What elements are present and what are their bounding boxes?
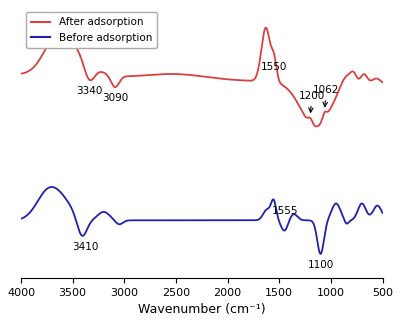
- Text: 3340: 3340: [76, 86, 102, 96]
- Text: 1100: 1100: [308, 260, 334, 270]
- X-axis label: Wavenumber (cm⁻¹): Wavenumber (cm⁻¹): [138, 303, 266, 316]
- Text: 1550: 1550: [260, 62, 287, 72]
- Text: 1200: 1200: [299, 91, 325, 112]
- Text: 3410: 3410: [72, 242, 98, 252]
- Text: 1062: 1062: [313, 85, 340, 107]
- Text: 3090: 3090: [102, 93, 128, 103]
- Legend: After adsorption, Before adsorption: After adsorption, Before adsorption: [26, 12, 157, 48]
- Text: 1555: 1555: [272, 206, 298, 216]
